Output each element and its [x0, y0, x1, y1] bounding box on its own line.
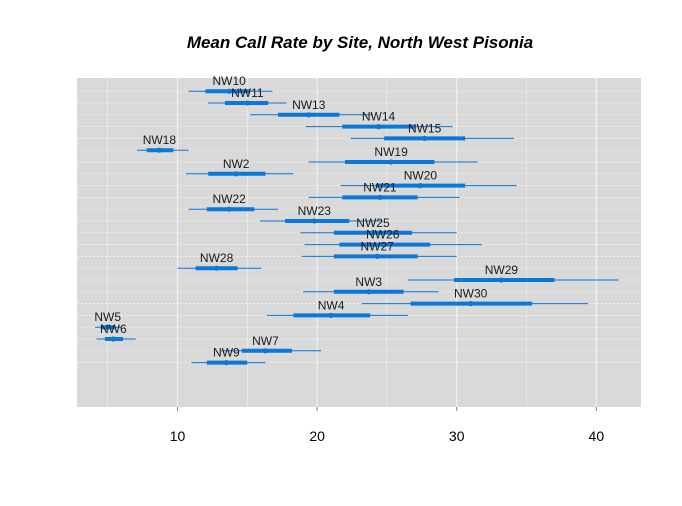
mean-point [226, 206, 232, 212]
mean-point [214, 265, 220, 271]
mean-point [370, 230, 376, 236]
x-tick-label: 30 [449, 428, 465, 444]
x-tick-label: 40 [589, 428, 605, 444]
site-label: NW22 [212, 192, 246, 206]
site-label: NW10 [212, 74, 246, 88]
mean-point [110, 336, 116, 342]
site-label: NW5 [94, 310, 121, 324]
site-label: NW11 [231, 86, 264, 100]
marks-layer [95, 88, 619, 366]
mean-point [244, 100, 250, 106]
site-label: NW18 [143, 133, 177, 147]
site-label: NW21 [363, 180, 397, 194]
mean-point [377, 194, 383, 200]
site-label: NW29 [485, 263, 519, 277]
mean-point [306, 112, 312, 118]
mean-point [374, 253, 380, 259]
site-label: NW15 [408, 121, 442, 135]
site-label: NW27 [360, 239, 394, 253]
site-label: NW28 [200, 251, 234, 265]
site-label: NW14 [362, 110, 396, 124]
plot-panel [77, 78, 641, 407]
site-label: NW7 [252, 334, 279, 348]
mean-point [328, 312, 334, 318]
mean-point [226, 88, 232, 94]
x-tick-label: 20 [309, 428, 325, 444]
x-tick-label: 10 [170, 428, 186, 444]
grid-layer [77, 78, 641, 407]
mean-point [156, 147, 162, 153]
site-label: NW30 [454, 287, 488, 301]
mean-point [223, 360, 229, 366]
site-label: NW19 [374, 145, 408, 159]
x-axis: 10 20 30 40 [170, 407, 605, 444]
mean-point [375, 124, 382, 130]
site-label: NW23 [298, 204, 332, 218]
mean-point [262, 348, 269, 354]
site-label: NW4 [318, 298, 345, 312]
mean-point [105, 324, 111, 330]
site-label: NW26 [366, 228, 400, 242]
mean-point [311, 218, 317, 224]
mean-point [498, 277, 504, 283]
mean-point [388, 159, 394, 165]
mean-point [233, 171, 239, 177]
mean-point [366, 289, 372, 295]
site-label: NW25 [356, 216, 390, 230]
mean-point [422, 135, 428, 141]
site-label: NW2 [223, 157, 250, 171]
site-label: NW6 [100, 322, 127, 336]
site-label: NW3 [355, 275, 382, 289]
site-label: NW20 [404, 169, 438, 183]
site-label: NW13 [292, 98, 326, 112]
mean-point [417, 183, 424, 189]
mean-point [468, 301, 474, 307]
site-label: NW9 [213, 346, 240, 360]
chart-title: Mean Call Rate by Site, North West Pison… [187, 33, 533, 52]
mean-point [380, 242, 386, 248]
